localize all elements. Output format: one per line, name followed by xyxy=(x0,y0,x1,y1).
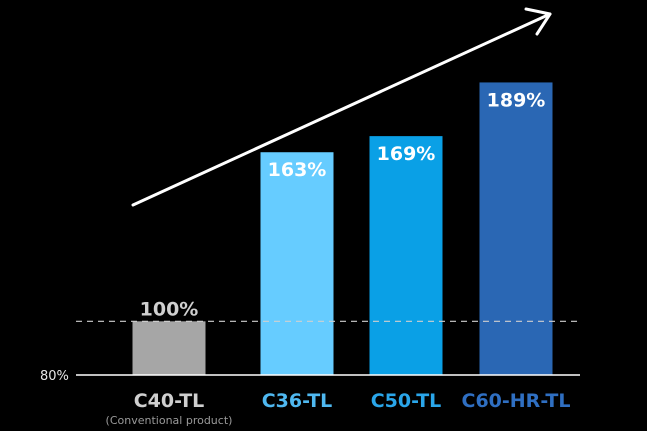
bar-c50-tl xyxy=(369,136,443,375)
category-label-c60-hr-tl: C60-HR-TL xyxy=(462,390,571,412)
data-label-c36-tl: 163% xyxy=(268,159,327,181)
category-label-c40-tl: C40-TL xyxy=(134,390,205,412)
data-label-c40-tl: 100% xyxy=(140,298,199,320)
category-label-c50-tl: C50-TL xyxy=(371,390,442,412)
labels-layer: 100% C40-TL (Conventional product) 163% C36-… xyxy=(106,89,571,427)
bars-layer xyxy=(132,82,553,375)
upward-trend-arrow-icon xyxy=(131,7,552,207)
data-label-c50-tl: 169% xyxy=(377,143,436,165)
bar-c40-tl xyxy=(132,321,206,375)
category-label-c36-tl: C36-TL xyxy=(262,390,333,412)
data-label-c60-hr-tl: 189% xyxy=(487,89,546,111)
category-sublabel-c40-tl: (Conventional product) xyxy=(106,414,233,427)
bar-c36-tl xyxy=(260,152,334,375)
bar-c60-hr-tl xyxy=(479,82,553,375)
y-axis-tick-label: 80% xyxy=(40,369,69,384)
